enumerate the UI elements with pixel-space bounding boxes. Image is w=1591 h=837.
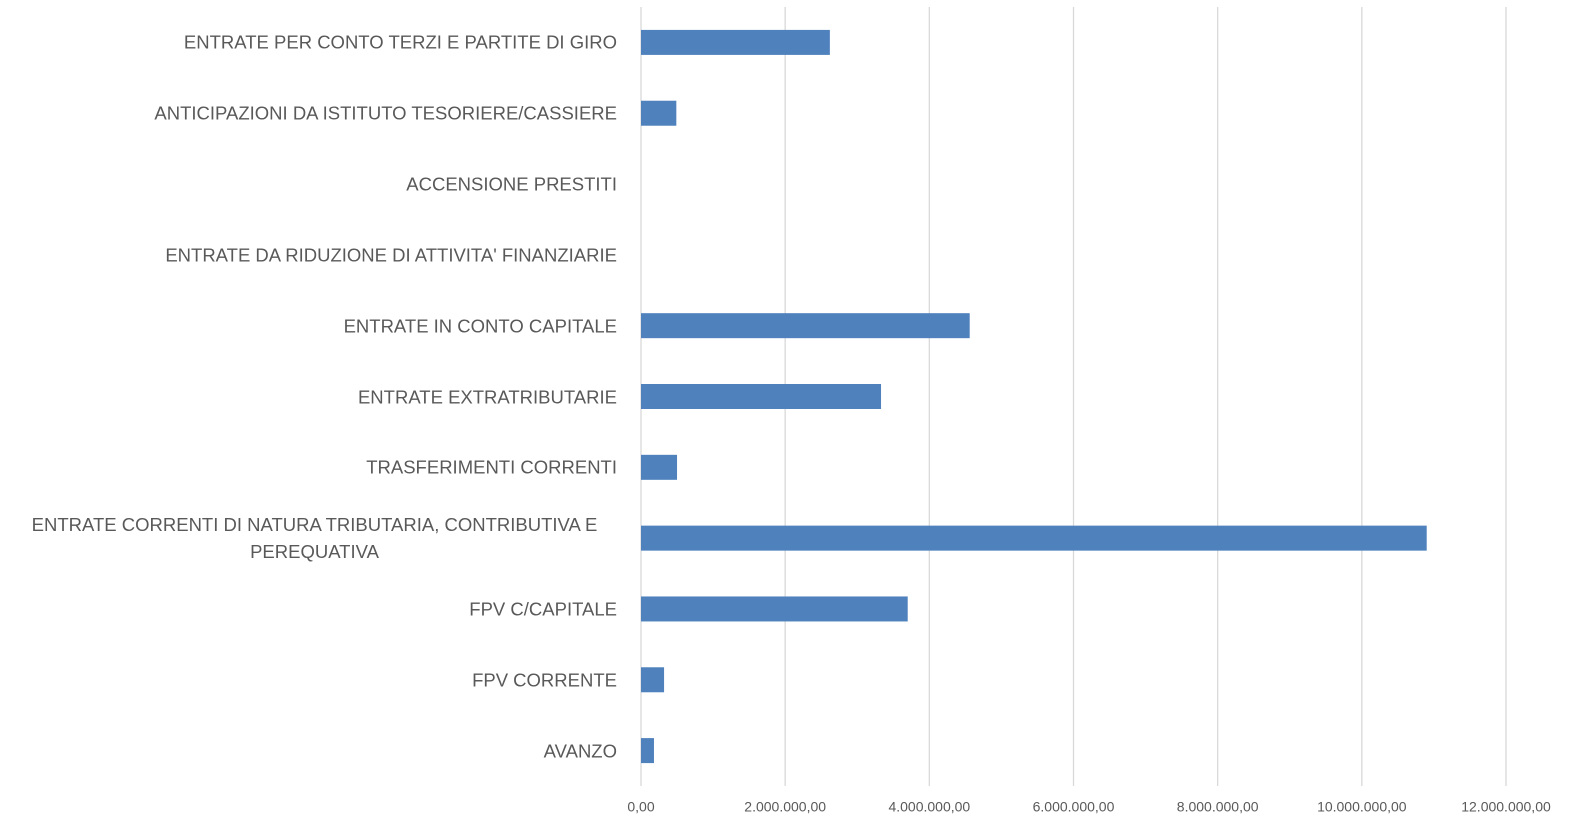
bar — [641, 596, 908, 622]
y-tick-label-box: FPV C/CAPITALE — [0, 595, 617, 622]
y-tick-label-box: FPV CORRENTE — [0, 666, 617, 693]
y-tick-label: FPV CORRENTE — [472, 669, 617, 691]
bar — [641, 525, 1427, 551]
y-tick-label-box: ENTRATE EXTRATRIBUTARIE — [0, 383, 617, 410]
y-tick-label: FPV C/CAPITALE — [469, 598, 617, 620]
y-tick-label: ENTRATE CORRENTI DI NATURA TRIBUTARIA, C… — [31, 514, 598, 563]
x-tick-label: 10.000.000,00 — [1317, 799, 1407, 815]
x-tick-label: 8.000.000,00 — [1177, 799, 1259, 815]
y-tick-label-box: ENTRATE PER CONTO TERZI E PARTITE DI GIR… — [0, 29, 617, 56]
y-tick-label: TRASFERIMENTI CORRENTI — [366, 456, 617, 478]
y-tick-label: ACCENSIONE PRESTITI — [406, 173, 617, 195]
x-tick-label: 0,00 — [627, 799, 654, 815]
y-tick-label-box: ENTRATE IN CONTO CAPITALE — [0, 312, 617, 339]
x-tick-label: 4.000.000,00 — [888, 799, 970, 815]
y-tick-label-box: ENTRATE DA RIDUZIONE DI ATTIVITA' FINANZ… — [0, 241, 617, 268]
y-tick-label: ENTRATE PER CONTO TERZI E PARTITE DI GIR… — [183, 31, 617, 53]
y-tick-label: AVANZO — [543, 740, 617, 762]
y-tick-label-box: AVANZO — [0, 737, 617, 764]
bar — [641, 29, 830, 55]
bar — [641, 313, 970, 339]
x-tick-label: 2.000.000,00 — [744, 799, 826, 815]
y-tick-label: ENTRATE DA RIDUZIONE DI ATTIVITA' FINANZ… — [165, 244, 617, 266]
bar — [641, 384, 882, 409]
bar — [641, 667, 665, 693]
y-tick-label: ANTICIPAZIONI DA ISTITUTO TESORIERE/CASS… — [154, 102, 617, 124]
y-tick-label: ENTRATE EXTRATRIBUTARIE — [357, 386, 617, 407]
bar — [641, 738, 654, 764]
x-tick-label: 12.000.000,00 — [1461, 799, 1551, 815]
y-tick-label-box: ENTRATE CORRENTI DI NATURA TRIBUTARIA, C… — [0, 511, 617, 565]
y-tick-label: ENTRATE IN CONTO CAPITALE — [343, 315, 617, 337]
y-tick-label-box: ANTICIPAZIONI DA ISTITUTO TESORIERE/CASS… — [0, 100, 617, 127]
y-tick-label-box: TRASFERIMENTI CORRENTI — [0, 454, 617, 481]
y-tick-label-box: ACCENSIONE PRESTITI — [0, 171, 617, 198]
bar — [641, 454, 678, 480]
bar — [641, 100, 677, 126]
x-tick-label: 6.000.000,00 — [1033, 799, 1115, 815]
